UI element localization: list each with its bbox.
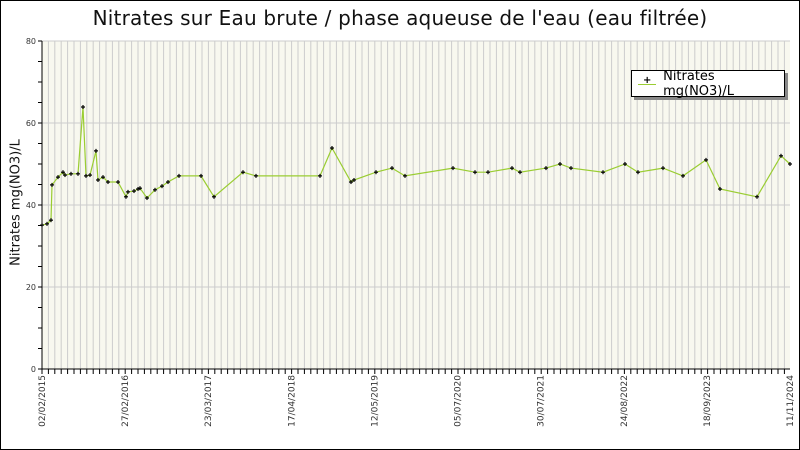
legend-label: Nitrates mg(NO3)/L (663, 68, 735, 99)
chart-title: Nitrates sur Eau brute / phase aqueuse d… (92, 6, 708, 30)
svg-text:05/07/2020: 05/07/2020 (454, 375, 464, 427)
y-axis-label: Nitrates mg(NO3)/L (8, 139, 24, 266)
svg-text:40: 40 (26, 201, 36, 210)
svg-text:18/09/2023: 18/09/2023 (703, 375, 713, 427)
svg-text:0: 0 (31, 365, 36, 374)
svg-text:11/11/2024: 11/11/2024 (786, 375, 796, 427)
svg-text:80: 80 (26, 37, 36, 46)
svg-text:02/02/2015: 02/02/2015 (38, 375, 48, 427)
svg-text:30/07/2021: 30/07/2021 (537, 375, 547, 427)
legend: Nitrates mg(NO3)/L (631, 68, 785, 99)
nitrates-series-line (41, 106, 791, 226)
svg-text:27/02/2016: 27/02/2016 (121, 375, 131, 427)
horizontal-gridlines (42, 40, 790, 288)
svg-text:20: 20 (26, 283, 36, 292)
data-point-markers (40, 105, 792, 228)
legend-line-marker-icon (638, 75, 657, 89)
svg-text:17/04/2018: 17/04/2018 (287, 375, 297, 427)
svg-text:60: 60 (26, 119, 36, 128)
svg-text:12/05/2019: 12/05/2019 (370, 375, 380, 427)
svg-text:23/03/2017: 23/03/2017 (204, 375, 214, 427)
y-axis-ticks: 0 20 40 60 80 (26, 37, 42, 374)
svg-text:24/08/2022: 24/08/2022 (620, 375, 630, 427)
x-axis-ticks: 02/02/2015 27/02/2016 23/03/2017 17/04/2018… (38, 369, 796, 427)
